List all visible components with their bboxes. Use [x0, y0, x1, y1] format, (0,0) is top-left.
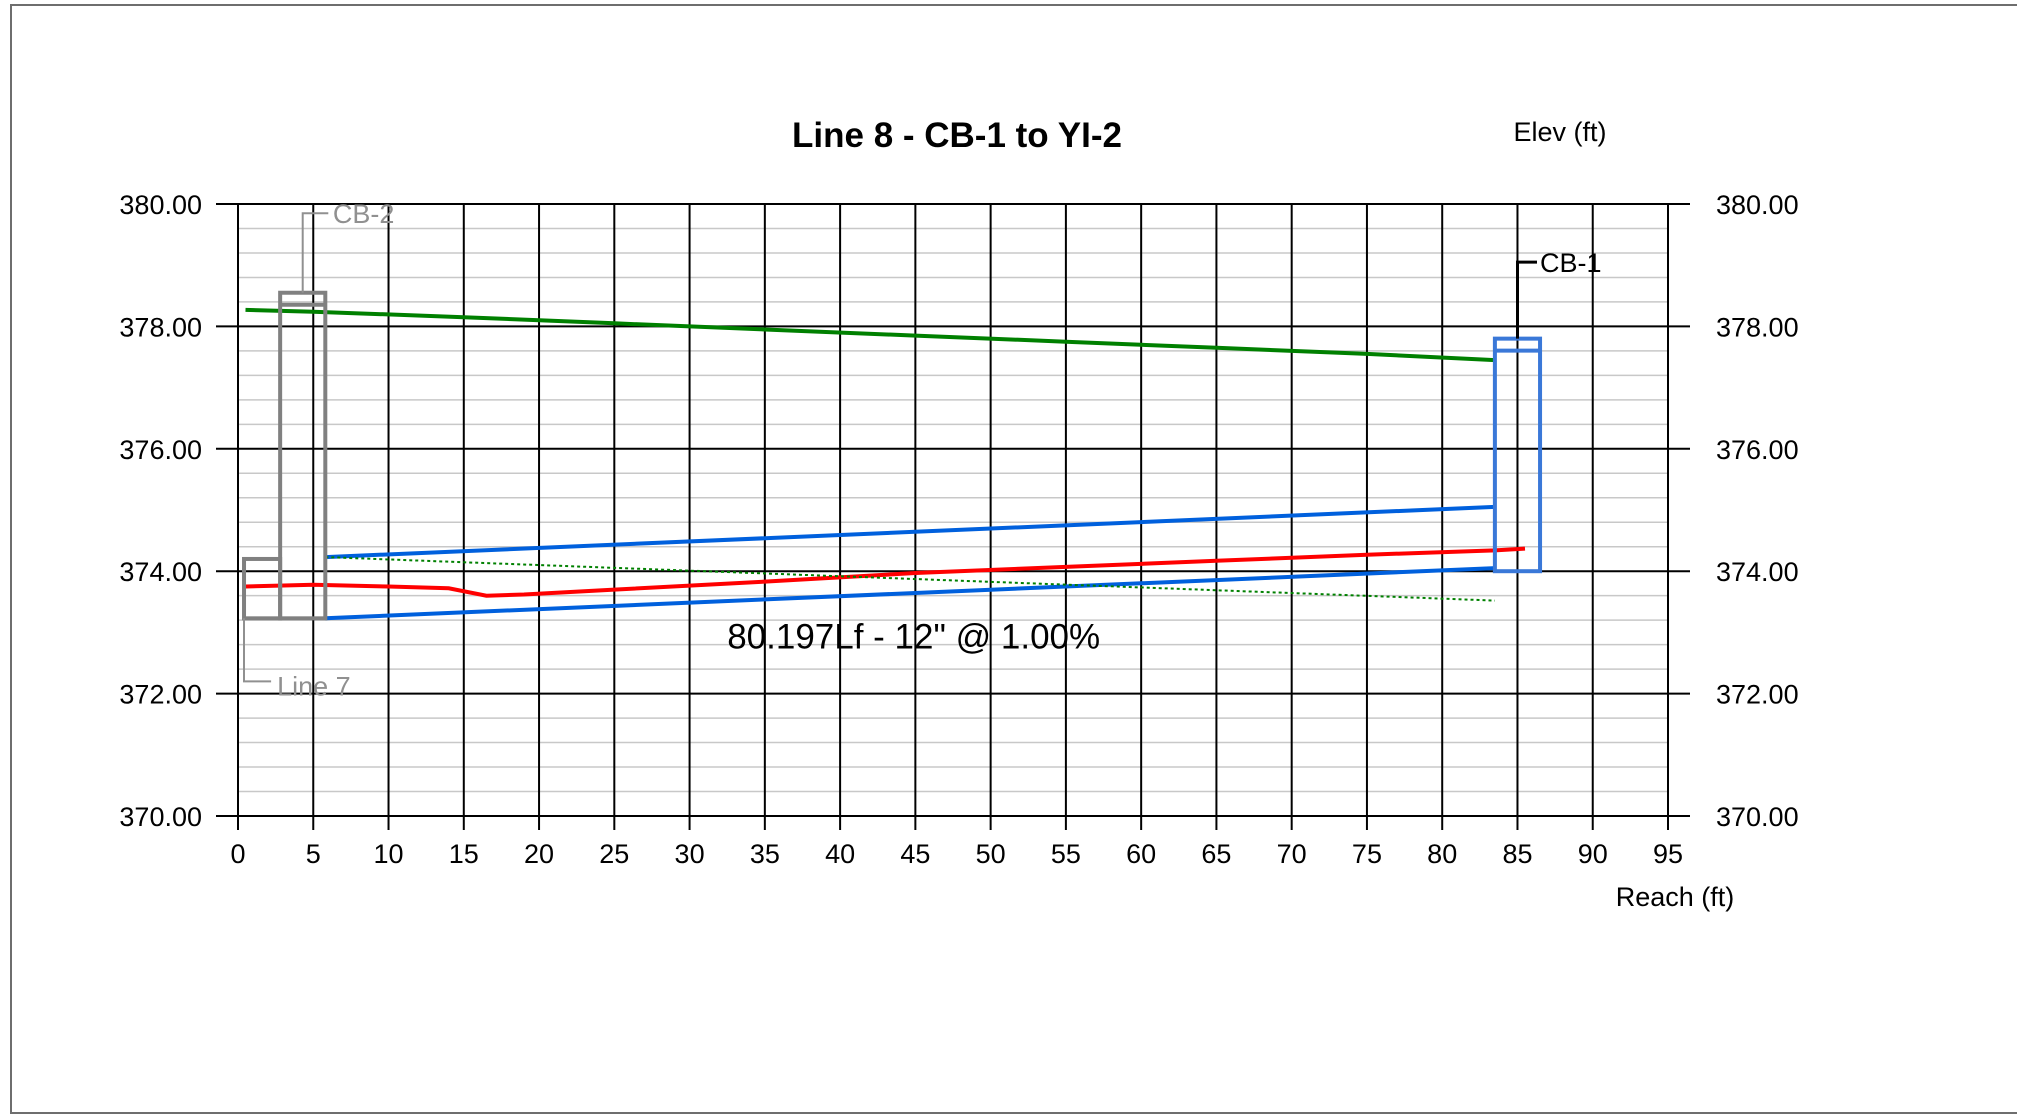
annotation-leader: [301, 212, 329, 293]
x-tick-label: 25: [599, 839, 629, 869]
annotation-leader: [1516, 260, 1537, 339]
annotation-label: CB-2: [333, 199, 395, 229]
y-axis-label: Elev (ft): [1513, 117, 1606, 147]
y-tick-label-left: 370.00: [119, 802, 202, 832]
structures: [242, 290, 1543, 621]
data-series: [245, 307, 1526, 621]
y-tick-label-left: 376.00: [119, 435, 202, 465]
x-tick-label: 95: [1653, 839, 1683, 869]
annotations: CB-2 Line 7 CB-1 80.197Lf - 12" @ 1.00%: [243, 199, 1602, 702]
x-tick-label: 30: [675, 839, 705, 869]
x-axis-label: Reach (ft): [1616, 882, 1735, 912]
structure-cb-1: [1492, 336, 1543, 574]
x-tick-label: 40: [825, 839, 855, 869]
y-tick-label-left: 378.00: [119, 312, 202, 342]
structure-cb-2: [278, 290, 328, 621]
annotation-label: CB-1: [1540, 248, 1602, 278]
x-tick-label: 15: [449, 839, 479, 869]
y-tick-label-left: 380.00: [119, 190, 202, 220]
chart-title: Line 8 - CB-1 to YI-2: [792, 116, 1122, 155]
y-tick-label-left: 374.00: [119, 557, 202, 587]
axis-ticks: [216, 203, 1690, 830]
x-tick-label: 10: [374, 839, 404, 869]
x-tick-label: 80: [1427, 839, 1457, 869]
x-tick-label: 35: [750, 839, 780, 869]
tick-labels: 370.00 370.00 372.00 372.00 374.00 374.00 376.…: [119, 190, 1798, 869]
series-line-2: [245, 546, 1526, 598]
x-tick-label: 85: [1502, 839, 1532, 869]
series-line-4: [325, 566, 1495, 621]
y-tick-label-right: 380.00: [1716, 190, 1799, 220]
x-tick-label: 60: [1126, 839, 1156, 869]
x-tick-label: 20: [524, 839, 554, 869]
y-tick-label-right: 370.00: [1716, 802, 1799, 832]
series-line-1: [245, 307, 1495, 363]
chart-frame: [10, 4, 2017, 1114]
y-tick-label-right: 376.00: [1716, 435, 1799, 465]
x-tick-label: 55: [1051, 839, 1081, 869]
annotation-label: Line 7: [277, 672, 351, 702]
x-tick-label: 75: [1352, 839, 1382, 869]
x-tick-label: 90: [1578, 839, 1608, 869]
major-gridlines: [237, 203, 1669, 817]
x-tick-label: 0: [230, 839, 245, 869]
structure-line-7: [242, 556, 283, 621]
y-tick-label-left: 372.00: [119, 680, 202, 710]
series-line-3: [325, 504, 1495, 560]
y-tick-label-right: 372.00: [1716, 680, 1799, 710]
y-tick-label-right: 374.00: [1716, 557, 1799, 587]
x-tick-label: 70: [1277, 839, 1307, 869]
x-tick-label: 50: [976, 839, 1006, 869]
annotation-label: 80.197Lf - 12" @ 1.00%: [727, 618, 1100, 657]
x-tick-label: 5: [306, 839, 321, 869]
x-tick-label: 65: [1201, 839, 1231, 869]
y-tick-label-right: 378.00: [1716, 312, 1799, 342]
x-tick-label: 45: [900, 839, 930, 869]
annotation-leader: [243, 618, 272, 683]
